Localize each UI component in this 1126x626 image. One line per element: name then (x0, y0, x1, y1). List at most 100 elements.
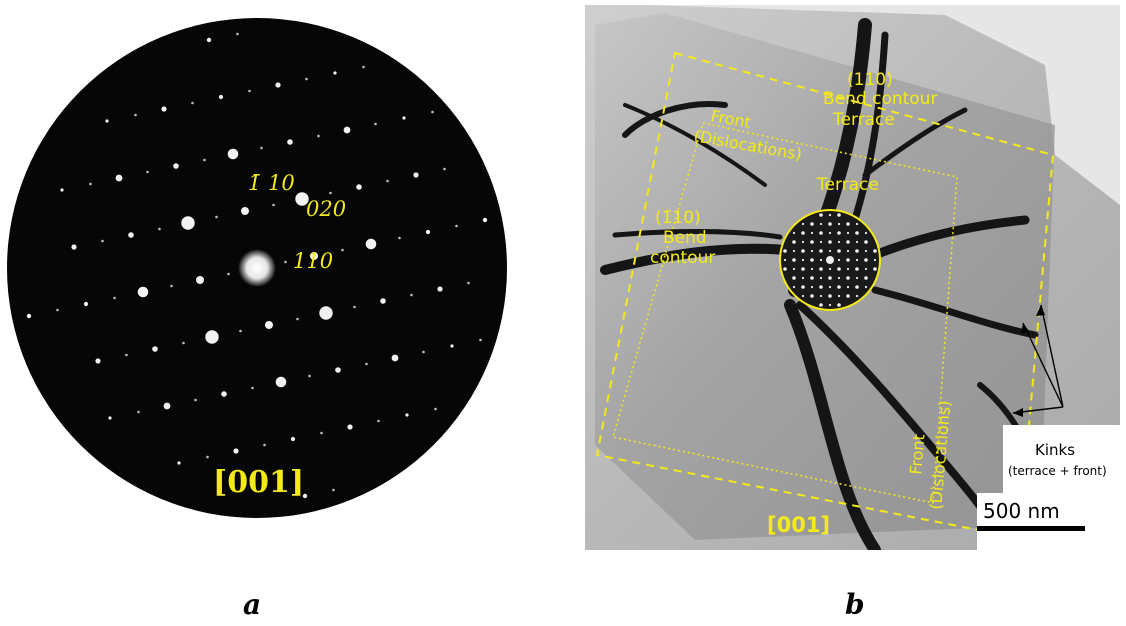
diffraction-spot-faint (479, 338, 482, 342)
inset-spot (783, 249, 787, 253)
inset-spot (819, 231, 823, 235)
diffraction-spot-faint (431, 110, 434, 114)
inset-spot (819, 267, 823, 271)
diffraction-spot-faint (365, 362, 368, 366)
diffraction-spot (161, 106, 167, 112)
inset-spot (846, 258, 850, 262)
diffraction-spot (275, 376, 287, 388)
inset-spot (864, 231, 868, 235)
diffraction-spot-faint (377, 419, 380, 423)
diffraction-spot (380, 298, 386, 304)
diffraction-spot-faint (386, 179, 389, 183)
inset-spot (792, 285, 796, 289)
diffraction-spot (181, 216, 195, 230)
diffraction-spot (319, 306, 333, 320)
inset-spot (855, 249, 859, 253)
inset-spot (819, 276, 823, 280)
inset-spot (819, 294, 823, 298)
inset-spot (864, 240, 868, 244)
diffraction-spot (71, 244, 77, 250)
diffraction-spot (241, 207, 249, 215)
inset-spot (801, 249, 805, 253)
diffraction-spots (26, 32, 488, 499)
inset-spot (864, 285, 868, 289)
inset-spot (855, 240, 859, 244)
diffraction-spot-faint (170, 284, 173, 288)
diffraction-spot (137, 286, 149, 298)
inset-spot (855, 267, 859, 271)
diffraction-spot (356, 184, 362, 190)
diffraction-spot-faint (125, 353, 128, 357)
inset-spot (801, 294, 805, 298)
diffraction-spot (60, 188, 64, 192)
diffraction-spot-faint (113, 296, 116, 300)
diffraction-spot-faint (455, 224, 458, 228)
inset-spot (783, 258, 787, 262)
diffraction-spot (221, 391, 227, 397)
inset-spot (837, 267, 841, 271)
inset-spot (801, 267, 805, 271)
diffraction-spot (275, 82, 281, 88)
inset-spot (828, 303, 832, 307)
diffraction-spot-faint (320, 431, 323, 435)
inset-spot (846, 231, 850, 235)
label-terrace-mid: Terrace (816, 175, 879, 195)
inset-spot (837, 276, 841, 280)
diffraction-spot-faint (362, 65, 365, 69)
diffraction-spot (83, 301, 89, 307)
inset-spot (792, 240, 796, 244)
diffraction-spot-faint (137, 410, 140, 414)
label-left-plane: (1̄10) (655, 208, 701, 228)
inset-spot (846, 285, 850, 289)
diffraction-spot-faint (236, 32, 239, 36)
diffraction-pattern-panel: 1̄ 10 020 110 [001] (0, 0, 520, 560)
inset-spot (828, 267, 832, 271)
inset-spot (819, 213, 823, 217)
inset-spot (819, 258, 823, 262)
inset-spot (810, 240, 814, 244)
diffraction-spot-faint (434, 407, 437, 411)
inset-spot (855, 294, 859, 298)
diffraction-spot-faint (89, 182, 92, 186)
inset-spot (828, 249, 832, 253)
zone-axis-label-a: [001] (213, 465, 304, 500)
diffraction-spot (425, 229, 431, 235)
diffraction-spot (310, 252, 318, 260)
inset-spot (837, 222, 841, 226)
diffraction-spot-faint (332, 488, 335, 492)
diffraction-spot-faint (410, 293, 413, 297)
diffraction-spot-faint (272, 203, 275, 207)
diffraction-spot (290, 436, 296, 442)
diffraction-spot-faint (134, 113, 137, 117)
diffraction-spot-faint (263, 443, 266, 447)
inset-spot (819, 222, 823, 226)
label-terrace-top: Terrace (832, 110, 895, 130)
label-bend-contour-top: Bend contour (823, 89, 937, 109)
inset-spot (819, 240, 823, 244)
diffraction-spot (233, 448, 239, 454)
inset-spot (810, 285, 814, 289)
inset-spot (801, 222, 805, 226)
inset-spot (828, 231, 832, 235)
inset-spot (801, 240, 805, 244)
inset-spot (828, 240, 832, 244)
diffraction-spot (391, 354, 399, 362)
diffraction-spot (115, 174, 123, 182)
diffraction-spot (205, 330, 219, 344)
diffraction-spot-faint (239, 329, 242, 333)
diffraction-spot (108, 416, 112, 420)
inset-spot (826, 256, 834, 264)
inset-spot (846, 294, 850, 298)
label-kinks-note: (terrace + front) (1008, 464, 1107, 478)
inset-spot (810, 276, 814, 280)
inset-spot (837, 231, 841, 235)
inset-spot (828, 276, 832, 280)
diffraction-spot-faint (296, 317, 299, 321)
inset-spot (864, 258, 868, 262)
inset-spot (873, 258, 877, 262)
diffraction-spot (302, 493, 308, 499)
inset-spot (828, 285, 832, 289)
diffraction-spot (196, 276, 204, 284)
kinks-annotation-box (1003, 425, 1120, 493)
inset-spot (864, 267, 868, 271)
